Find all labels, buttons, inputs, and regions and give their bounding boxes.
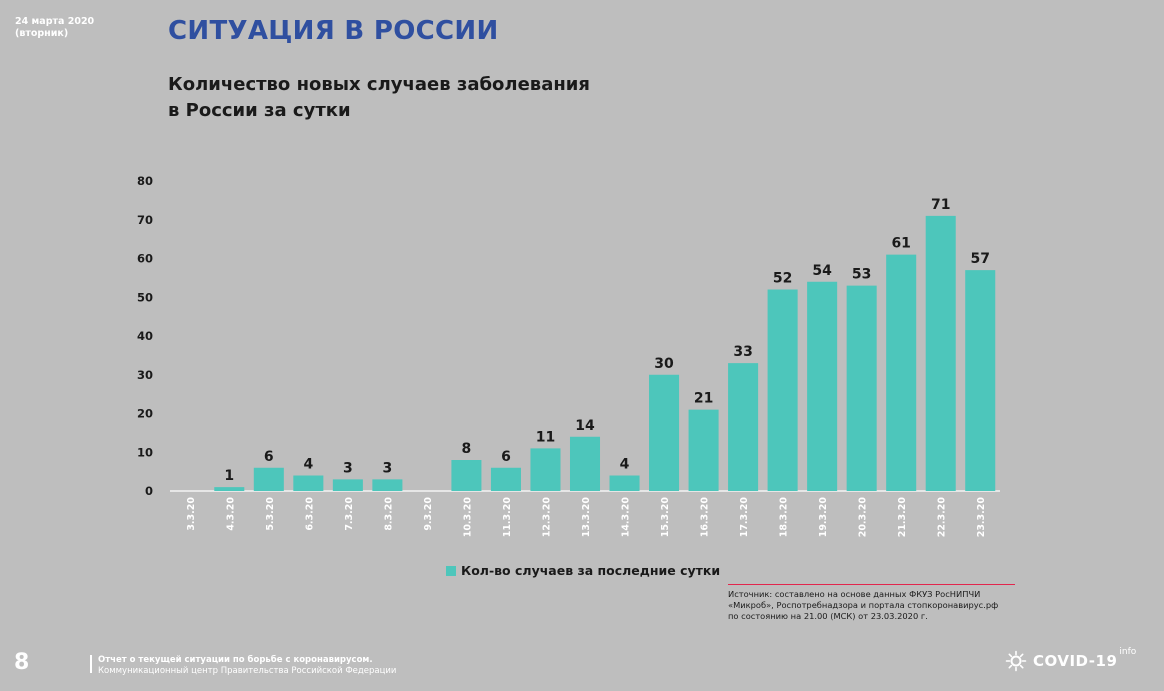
x-tick-label: 20.3.20 bbox=[858, 497, 869, 538]
data-label: 21 bbox=[694, 391, 713, 407]
x-tick-label: 16.3.20 bbox=[700, 497, 711, 538]
source-line1: Источник: составлено на основе данных ФК… bbox=[728, 589, 981, 599]
y-tick-label: 70 bbox=[137, 213, 153, 227]
y-tick-label: 30 bbox=[137, 368, 153, 382]
logo-sup: info bbox=[1119, 647, 1137, 657]
bar bbox=[451, 460, 482, 491]
y-tick-label: 40 bbox=[137, 329, 153, 343]
x-tick-label: 9.3.20 bbox=[423, 497, 434, 531]
bar bbox=[846, 285, 877, 491]
data-label: 3 bbox=[383, 460, 393, 476]
bar-chart: 010203040506070803.3.2014.3.2065.3.2046.… bbox=[137, 174, 1000, 538]
data-label: 53 bbox=[852, 267, 871, 283]
data-label: 1 bbox=[224, 468, 234, 484]
x-tick-label: 6.3.20 bbox=[304, 497, 315, 531]
bar bbox=[293, 475, 324, 491]
data-label: 4 bbox=[303, 457, 313, 473]
source-line2: «Микроб», Роспотребнадзора и портала сто… bbox=[728, 600, 999, 610]
data-label: 11 bbox=[536, 429, 555, 445]
data-label: 52 bbox=[773, 271, 792, 287]
bar bbox=[688, 409, 719, 491]
bar bbox=[332, 479, 363, 491]
source-line3: по состоянию на 21.00 (МСК) от 23.03.202… bbox=[728, 611, 928, 621]
x-tick-label: 12.3.20 bbox=[541, 497, 552, 538]
data-label: 8 bbox=[462, 441, 472, 457]
bar bbox=[767, 289, 798, 491]
data-label: 3 bbox=[343, 460, 353, 476]
x-tick-label: 22.3.20 bbox=[937, 497, 948, 538]
footer-text: Отчет о текущей ситуации по борьбе с кор… bbox=[98, 655, 396, 677]
data-label: 61 bbox=[891, 236, 910, 252]
report-date-line2: (вторник) bbox=[15, 28, 69, 39]
chart-subtitle-line1: Количество новых случаев заболевания bbox=[168, 74, 590, 95]
bar bbox=[530, 448, 561, 491]
data-label: 54 bbox=[812, 263, 832, 279]
footer-line2: Коммуникационный центр Правительства Рос… bbox=[98, 666, 397, 676]
data-label: 6 bbox=[264, 449, 274, 465]
data-label: 14 bbox=[575, 418, 595, 434]
x-tick-label: 18.3.20 bbox=[779, 497, 790, 538]
y-tick-label: 10 bbox=[137, 445, 153, 459]
source-note: Источник: составлено на основе данных ФК… bbox=[728, 589, 998, 622]
legend-swatch bbox=[446, 565, 456, 576]
x-tick-label: 11.3.20 bbox=[502, 497, 513, 538]
x-tick-label: 10.3.20 bbox=[462, 497, 473, 538]
x-tick-label: 23.3.20 bbox=[976, 497, 987, 538]
data-label: 71 bbox=[931, 197, 950, 213]
x-tick-label: 7.3.20 bbox=[344, 497, 355, 531]
x-tick-label: 19.3.20 bbox=[818, 497, 829, 538]
bar bbox=[569, 436, 601, 491]
chart-subtitle: Количество новых случаев заболевания в Р… bbox=[168, 72, 590, 124]
x-tick-label: 13.3.20 bbox=[581, 497, 592, 538]
x-tick-label: 8.3.20 bbox=[383, 497, 394, 531]
bar bbox=[965, 270, 996, 491]
x-tick-label: 4.3.20 bbox=[225, 497, 236, 531]
bar bbox=[609, 475, 640, 491]
bar bbox=[925, 215, 956, 491]
x-tick-label: 5.3.20 bbox=[265, 497, 276, 531]
logo-text: COVID-19 bbox=[1033, 652, 1118, 670]
bar bbox=[886, 254, 917, 491]
x-tick-label: 3.3.20 bbox=[186, 497, 197, 531]
y-tick-label: 50 bbox=[137, 290, 153, 304]
footer-divider bbox=[90, 655, 92, 673]
bar bbox=[372, 479, 403, 491]
bar bbox=[649, 374, 680, 491]
footer-line1: Отчет о текущей ситуации по борьбе с кор… bbox=[98, 655, 373, 665]
y-tick-label: 80 bbox=[137, 174, 153, 188]
x-tick-label: 14.3.20 bbox=[621, 497, 632, 538]
legend-label: Кол-во случаев за последние сутки bbox=[461, 563, 721, 578]
y-tick-label: 60 bbox=[137, 252, 153, 266]
data-label: 57 bbox=[970, 251, 989, 267]
bar bbox=[490, 467, 521, 491]
x-tick-label: 21.3.20 bbox=[897, 497, 908, 538]
y-tick-label: 20 bbox=[137, 407, 153, 421]
page-title: СИТУАЦИЯ В РОССИИ bbox=[168, 16, 499, 46]
x-tick-label: 15.3.20 bbox=[660, 497, 671, 538]
bar bbox=[728, 363, 759, 491]
data-label: 6 bbox=[501, 449, 511, 465]
chart-legend: Кол-во случаев за последние сутки bbox=[446, 563, 720, 578]
data-label: 33 bbox=[733, 344, 752, 360]
bar bbox=[253, 467, 284, 491]
report-date: 24 марта 2020 (вторник) bbox=[15, 16, 94, 40]
y-tick-label: 0 bbox=[145, 484, 153, 498]
data-label: 30 bbox=[654, 356, 674, 372]
chart-subtitle-line2: в России за сутки bbox=[168, 100, 351, 121]
x-tick-label: 17.3.20 bbox=[739, 497, 750, 538]
bar bbox=[807, 281, 838, 491]
source-divider bbox=[728, 584, 1015, 585]
page-number: 8 bbox=[14, 650, 30, 675]
data-label: 4 bbox=[620, 457, 630, 473]
sun-virus-icon bbox=[1005, 650, 1027, 672]
bar bbox=[214, 487, 245, 491]
report-date-line1: 24 марта 2020 bbox=[15, 16, 95, 27]
covid-logo: COVID-19 info bbox=[1005, 647, 1137, 672]
